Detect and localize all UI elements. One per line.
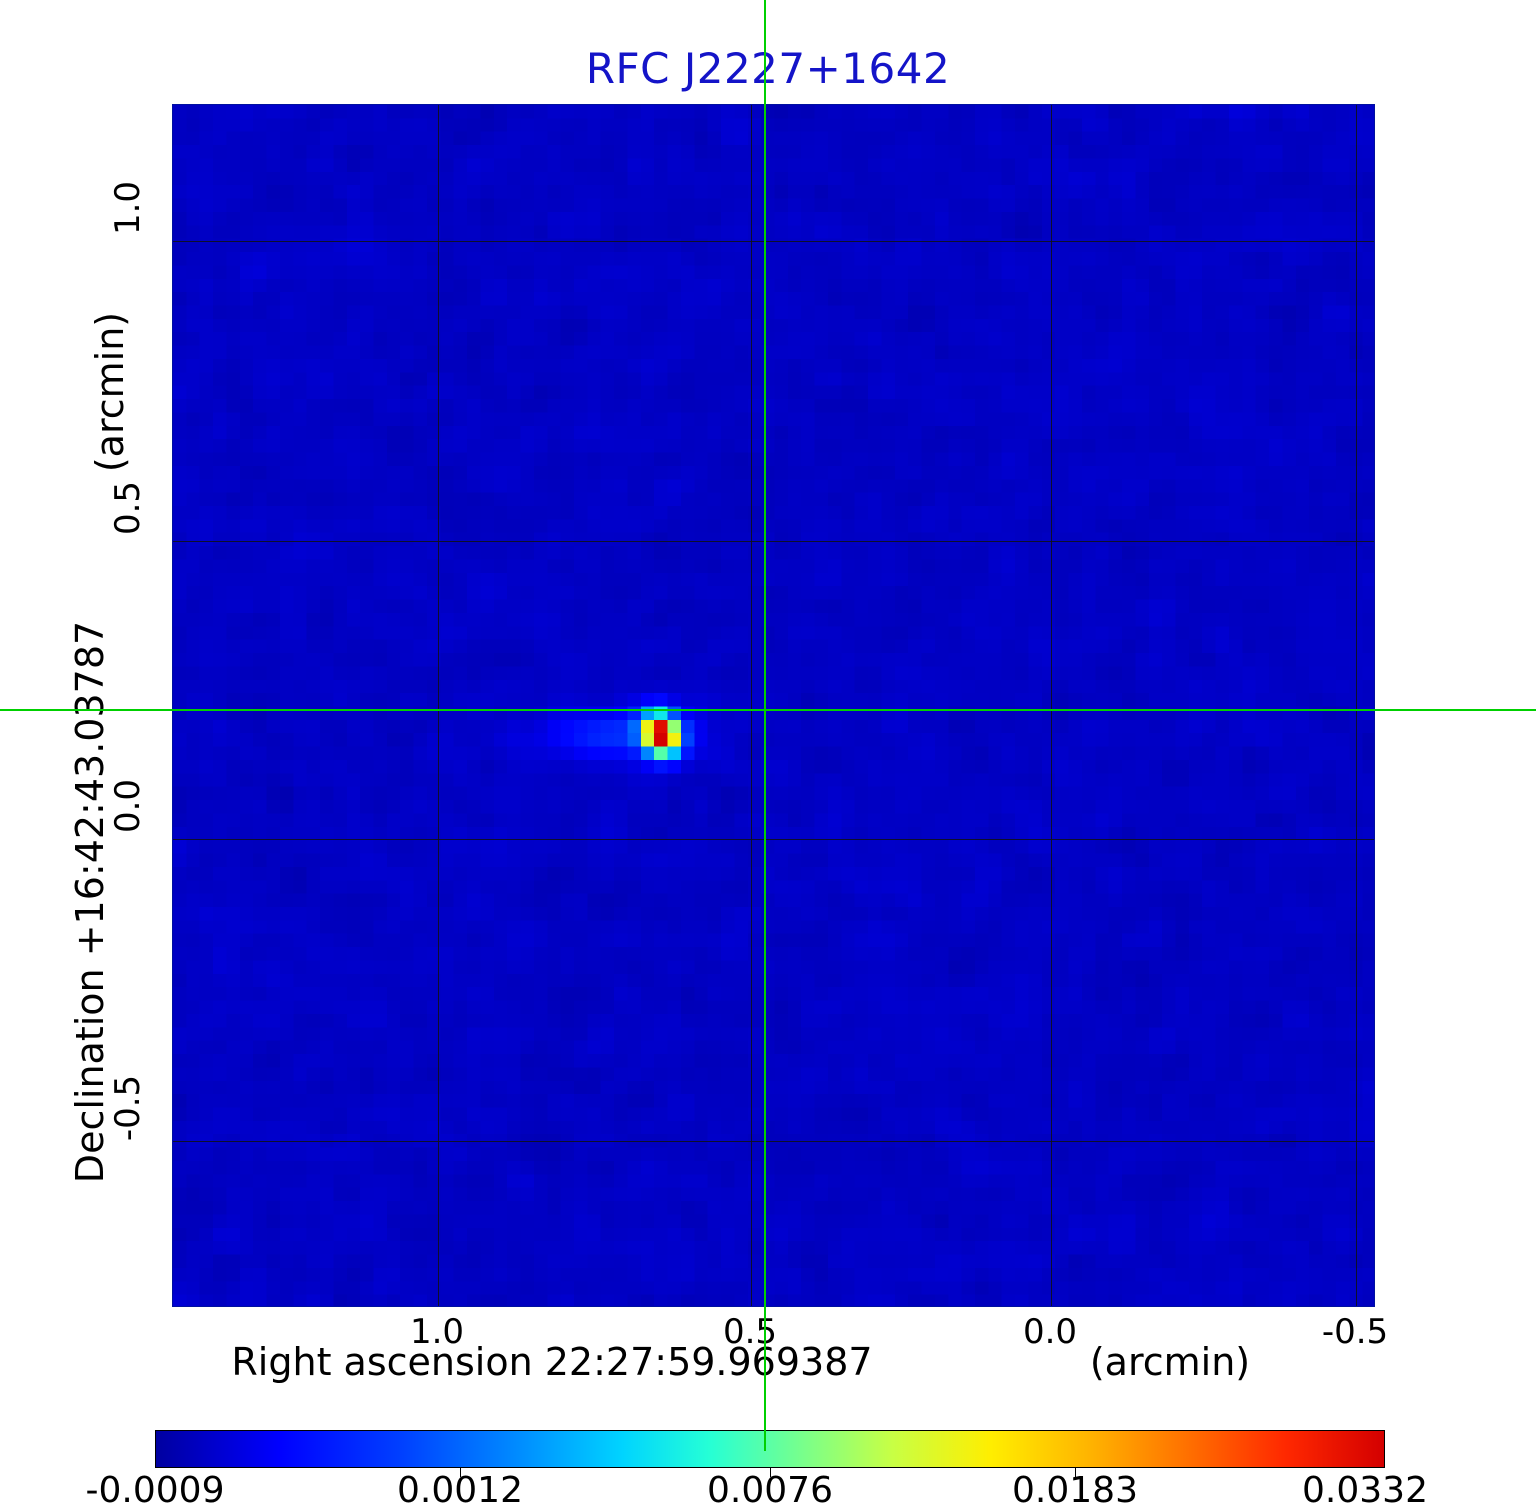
y-axis-title: Declination +16:42:43.03787 (68, 620, 112, 1184)
page-title: RFC J2227+1642 (585, 44, 951, 93)
radio-map-heatmap[interactable] (173, 105, 1374, 1306)
gridline-y-2 (173, 541, 1374, 542)
x-axis-units: (arcmin) (1089, 1340, 1251, 1384)
colorbar-gradient (155, 1430, 1385, 1468)
crosshair-vertical-line (764, 0, 766, 1451)
gridline-y-4 (173, 1141, 1374, 1142)
y-axis-units: (arcmin) (88, 311, 132, 473)
xtick-label-0: 1.0 (409, 1312, 465, 1352)
x-axis-title: Right ascension 22:27:59.969387 (231, 1340, 873, 1384)
colorbar-tick-1 (460, 1468, 461, 1477)
gridline-x-4 (1356, 105, 1357, 1306)
gridline-y-3 (173, 839, 1374, 840)
colorbar[interactable] (155, 1430, 1385, 1477)
colorbar-label-4: 0.0332 (1302, 1470, 1428, 1511)
gridline-x-1 (438, 105, 439, 1306)
ytick-label-3: -0.5 (108, 1074, 148, 1142)
ytick-label-2: 0.0 (108, 778, 148, 834)
gridline-y-1 (173, 241, 1374, 242)
colorbar-label-0: -0.0009 (85, 1470, 225, 1511)
crosshair-horizontal-line (0, 709, 1536, 711)
colorbar-tick-3 (1075, 1468, 1076, 1477)
sky-image-panel[interactable] (172, 104, 1375, 1307)
colorbar-label-3: 0.0183 (1012, 1470, 1138, 1511)
xtick-label-2: 0.0 (1022, 1312, 1078, 1352)
colorbar-label-2: 0.0076 (707, 1470, 833, 1511)
xtick-label-1: 0.5 (722, 1312, 778, 1352)
colorbar-label-1: 0.0012 (397, 1470, 523, 1511)
gridline-x-2 (751, 105, 752, 1306)
gridline-x-3 (1051, 105, 1052, 1306)
xtick-label-3: -0.5 (1321, 1312, 1389, 1352)
colorbar-tick-2 (770, 1468, 771, 1477)
